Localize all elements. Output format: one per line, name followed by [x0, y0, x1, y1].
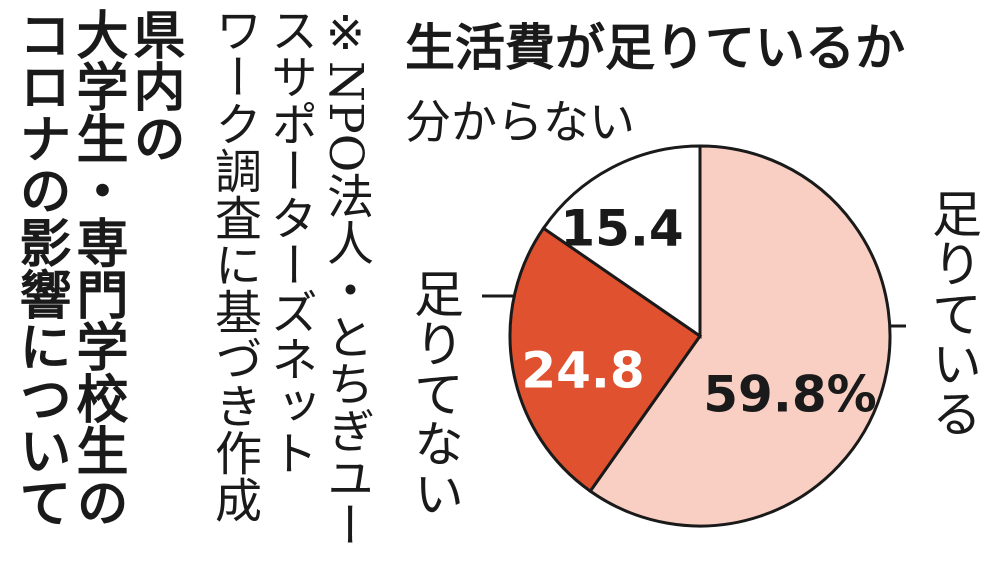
- chart-title: 生活費が足りているか: [405, 19, 905, 77]
- category-label: 分からない: [405, 95, 635, 149]
- heading: コロナの影響について: [10, 8, 70, 528]
- category-label: 足りている: [924, 188, 982, 438]
- category-label: 足りてない: [406, 268, 464, 518]
- note: スサポーターズネット: [262, 6, 317, 476]
- pie-slice: [508, 226, 703, 494]
- note: ※NPO法人・とちぎユー: [318, 6, 373, 549]
- value-label: 59.8%: [703, 366, 876, 424]
- pie-slice: [541, 144, 702, 339]
- heading: 大学生・専門学校生の: [67, 8, 127, 528]
- value-label: 24.8: [521, 342, 644, 400]
- note: ワーク調査に基づき作成: [206, 6, 261, 523]
- value-label: 15.4: [560, 200, 683, 258]
- pie-slice: [588, 144, 892, 528]
- heading: 県内の: [124, 8, 184, 164]
